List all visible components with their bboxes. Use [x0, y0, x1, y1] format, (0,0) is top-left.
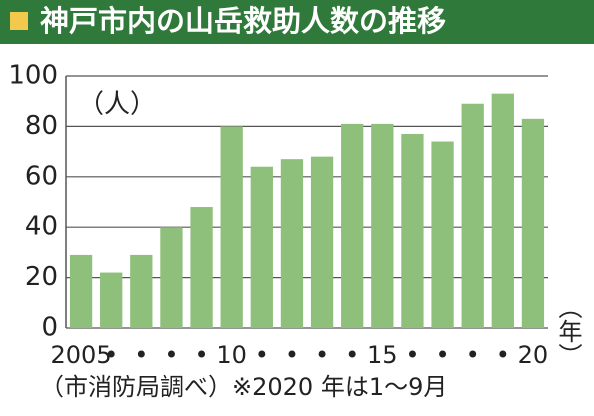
x-tick-label: 2005 — [51, 341, 112, 369]
bar — [160, 227, 183, 328]
bar — [431, 141, 454, 328]
bar — [371, 123, 394, 328]
y-tick-label: 40 — [25, 212, 58, 242]
y-tick-label: 100 — [8, 61, 58, 91]
bar — [220, 126, 243, 329]
x-tick-label: • — [164, 341, 178, 369]
x-tick-label: • — [285, 341, 299, 369]
bar — [491, 93, 514, 328]
bar — [190, 207, 213, 328]
x-tick-label: • — [466, 341, 480, 369]
bar — [250, 166, 273, 328]
bar — [310, 156, 334, 328]
bar — [100, 272, 123, 328]
chart-title: 神戸市内の山岳救助人数の推移 — [40, 4, 446, 38]
x-tick-label: • — [345, 341, 359, 369]
bar — [461, 103, 484, 328]
bar — [280, 159, 304, 328]
x-unit: （年） — [554, 295, 582, 367]
y-tick-label: 60 — [25, 161, 58, 191]
bar — [521, 118, 545, 328]
x-tick-label: • — [496, 341, 510, 369]
x-tick-label: • — [405, 341, 419, 369]
x-tick-label: 10 — [216, 341, 247, 369]
x-tick-label: • — [435, 341, 449, 369]
x-tick-label: • — [194, 341, 208, 369]
y-tick-label: 0 — [41, 313, 58, 343]
x-tick-label: • — [134, 341, 148, 369]
title-bar — [0, 0, 594, 44]
x-tick-label: • — [104, 341, 118, 369]
y-tick-label: 80 — [25, 111, 58, 141]
y-unit: （人） — [78, 90, 156, 120]
bar — [401, 133, 424, 328]
title-marker — [10, 12, 28, 30]
x-tick-label: • — [315, 341, 329, 369]
bar — [130, 254, 153, 328]
x-tick-label: 15 — [367, 341, 398, 369]
bar — [341, 123, 364, 328]
bar — [69, 254, 93, 328]
note: （市消防局調べ）※2020 年は1～9月 — [40, 373, 447, 401]
x-tick-label: • — [255, 341, 269, 369]
x-tick-label: 20 — [518, 341, 549, 369]
y-tick-label: 20 — [25, 262, 58, 292]
